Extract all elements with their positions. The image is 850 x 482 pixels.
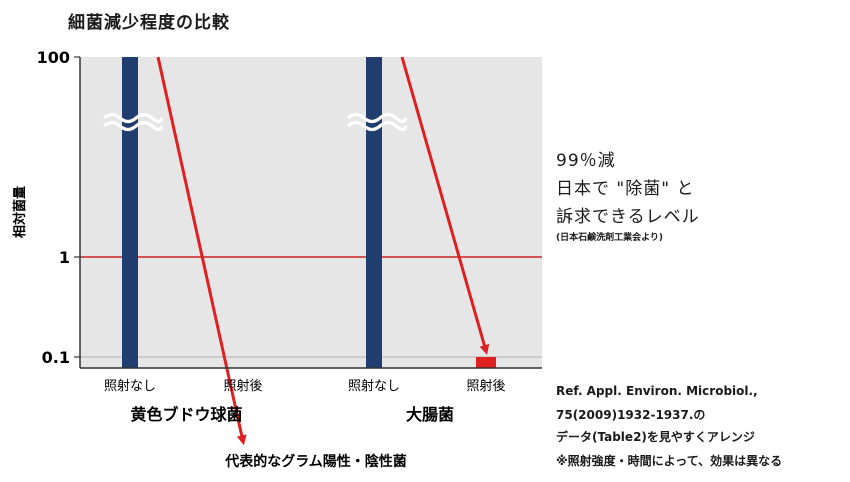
chart-title: 細菌減少程度の比較 [68, 13, 230, 33]
annotation-line2: 日本で "除菌" と [556, 179, 695, 199]
group-label: 大腸菌 [406, 405, 454, 424]
annotation-line1: 99％減 [556, 151, 616, 171]
axis-break-mark [346, 120, 408, 132]
annotation-line3: 訴求できるレベル [556, 207, 700, 227]
x-tick-label: 照射後 [466, 378, 505, 394]
bar [366, 57, 382, 368]
reference-line1: Ref. Appl. Environ. Microbiol., [556, 384, 758, 398]
axis-break-mark [346, 112, 408, 124]
y-tick-label: 100 [37, 48, 70, 67]
bar [122, 57, 138, 368]
annotation-source: (日本石鹸洗剤工業会より) [556, 233, 664, 243]
reference-line3: データ(Table2)を見やすくアレンジ [556, 430, 755, 444]
bar [476, 357, 496, 368]
reduction-arrow [400, 56, 490, 355]
y-tick-label: 0.1 [42, 348, 70, 367]
plot-background [80, 57, 542, 368]
x-axis-label: 代表的なグラム陽性・陰性菌 [224, 453, 407, 470]
reduction-arrow [156, 56, 247, 446]
group-label: 黄色ブドウ球菌 [130, 405, 242, 424]
axis-break-mark [102, 112, 164, 124]
x-tick-label: 照射なし [348, 378, 400, 394]
x-tick-label: 照射後 [223, 378, 262, 394]
reference-line4: ※照射強度・時間によって、効果は異なる [556, 454, 783, 468]
reference-line2: 75(2009)1932-1937.の [556, 408, 706, 422]
x-tick-label: 照射なし [104, 378, 156, 394]
axis-break-mark [102, 120, 164, 132]
y-tick-label: 1 [59, 248, 70, 267]
y-axis-label: 相対菌量 [12, 186, 28, 238]
